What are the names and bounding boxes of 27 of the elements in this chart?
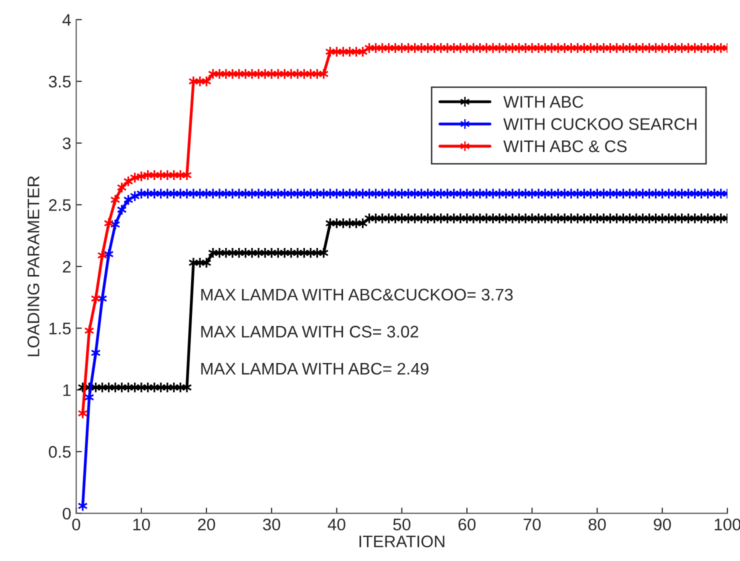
x-tick-label: 60	[458, 518, 476, 530]
x-tick-label: 90	[654, 518, 671, 530]
x-tick-label: 0	[72, 518, 80, 530]
x-tick-label: 70	[524, 518, 541, 530]
x-tick-label: 80	[588, 518, 606, 530]
y-tick-label: 2.5	[49, 199, 71, 211]
x-tick-label: 40	[328, 518, 346, 530]
x-tick-label: 20	[198, 518, 216, 530]
legend-label: WITH ABC & CS	[503, 140, 627, 152]
y-tick-label: 4	[62, 14, 71, 26]
x-axis-title: ITERATION	[360, 536, 444, 548]
y-axis-title: LOADING PARAMETER	[28, 176, 40, 356]
legend-label: WITH ABC	[503, 96, 584, 108]
annotation: MAX LAMDA WITH ABC&CUCKOO= 3.73	[201, 288, 513, 301]
annotation: MAX LAMDA WITH ABC= 2.49	[201, 362, 428, 375]
y-tick-label: 3	[62, 137, 71, 150]
y-tick-label: 1.5	[49, 322, 71, 334]
y-tick-label: 3.5	[48, 76, 71, 88]
legend-label: WITH CUCKOO SEARCH	[503, 118, 696, 130]
annotation: MAX LAMDA WITH CS= 3.02	[201, 326, 418, 338]
x-tick-label: 10	[133, 518, 150, 530]
x-tick-label: 50	[393, 518, 410, 530]
x-tick-label: 30	[262, 518, 280, 530]
y-tick-label: 0.5	[48, 446, 71, 458]
y-tick-label: 2	[62, 260, 71, 273]
y-tick-label: 1	[63, 384, 71, 396]
y-tick-label: 0	[62, 508, 71, 520]
